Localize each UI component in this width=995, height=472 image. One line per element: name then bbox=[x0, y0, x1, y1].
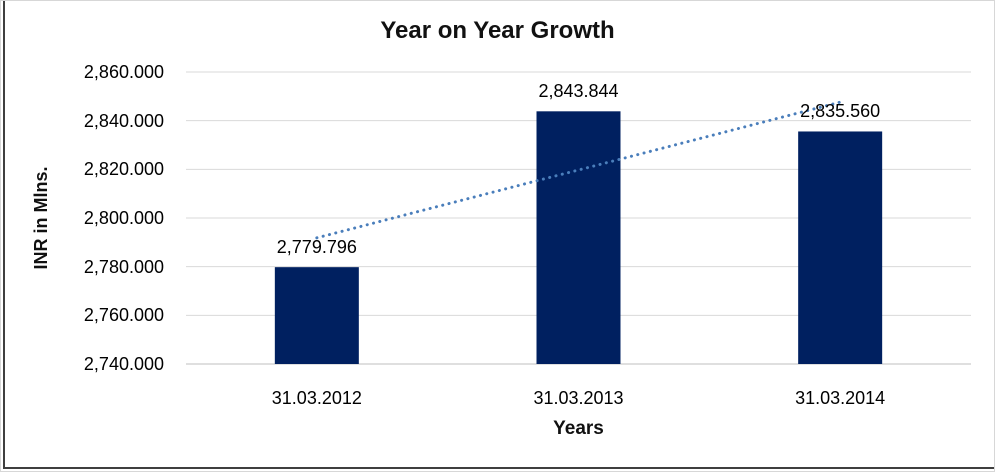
x-tick-label: 31.03.2014 bbox=[795, 388, 886, 408]
y-tick-label: 2,800.000 bbox=[83, 208, 164, 228]
bar-data-label: 2,843.844 bbox=[538, 81, 619, 102]
trendline bbox=[315, 100, 842, 240]
x-tick-label: 31.03.2012 bbox=[271, 388, 362, 408]
x-axis-title: Years bbox=[553, 418, 604, 439]
bar bbox=[274, 267, 359, 364]
y-tick-label: 2,840.000 bbox=[83, 110, 164, 131]
chart-title: Year on Year Growth bbox=[380, 17, 615, 44]
bar-data-label: 2,835.560 bbox=[800, 101, 881, 122]
x-tick-label: 31.03.2013 bbox=[533, 388, 624, 408]
y-tick-label: 2,780.000 bbox=[83, 256, 164, 277]
y-tick-label: 2,740.000 bbox=[83, 354, 164, 374]
y-tick-label: 2,760.000 bbox=[83, 305, 164, 326]
bar bbox=[536, 111, 621, 365]
y-tick-label: 2,860.000 bbox=[83, 62, 164, 82]
bar-data-label: 2,779.796 bbox=[276, 237, 357, 258]
bar bbox=[798, 131, 883, 364]
y-tick-label: 2,820.000 bbox=[83, 159, 164, 180]
